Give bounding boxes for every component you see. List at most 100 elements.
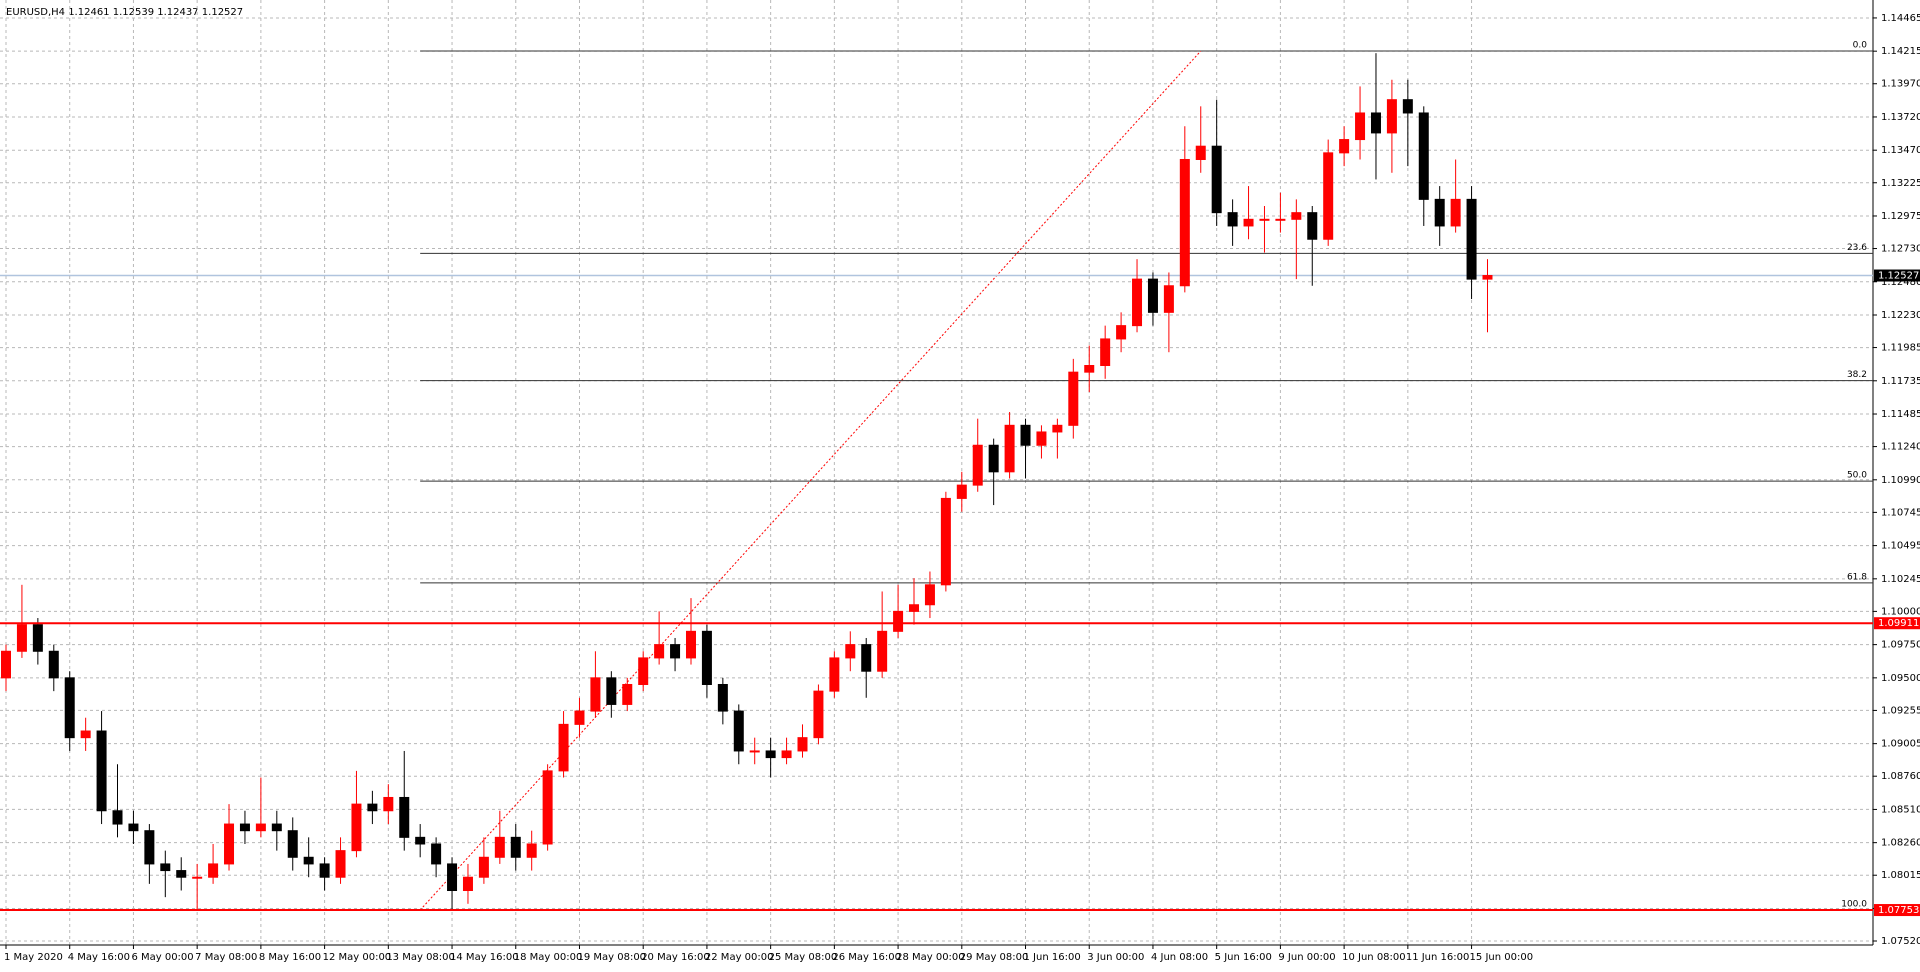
candle-body [1227,212,1238,227]
y-tick-label: 1.10495 [1881,541,1920,552]
candle-body [542,770,553,845]
fib-label: 23.6 [1847,243,1867,253]
candle-body [909,604,920,612]
candle-body [1482,275,1493,280]
candle-body [924,584,935,606]
candle-body [351,803,362,852]
candle-body [447,863,458,892]
candle-body [431,843,442,865]
candle-body [940,497,951,586]
candle-body [1466,198,1477,280]
x-tick-label: 15 Jun 00:00 [1470,952,1534,963]
candle-body [208,863,219,878]
y-tick-label: 1.14215 [1881,46,1920,57]
x-tick-label: 14 May 16:00 [450,952,519,963]
candle-body [972,444,983,486]
candle-body [271,823,282,832]
candle-body [893,610,904,632]
candle-body [510,836,521,858]
fib-label: 50.0 [1847,471,1867,481]
candle-body [829,657,840,692]
candle-body [1402,99,1413,114]
candle-body [701,630,712,685]
candle-body [1020,424,1031,446]
chart-title: EURUSD,H4 1.12461 1.12539 1.12437 1.1252… [6,7,243,18]
candle-body [1418,112,1429,200]
x-tick-label: 28 May 00:00 [896,952,965,963]
candle-body [16,624,27,652]
candle-body [160,863,171,872]
x-tick-label: 1 Jun 16:00 [1024,952,1081,963]
y-tick-label: 1.12730 [1881,244,1920,255]
candle-body [1163,285,1174,313]
candle-body [797,737,808,752]
x-tick-label: 22 May 00:00 [705,952,774,963]
candle-body [367,803,378,812]
x-tick-label: 26 May 16:00 [832,952,901,963]
candle-body [96,730,107,812]
candle-body [224,823,235,865]
candle-body [861,644,872,672]
candle-body [749,750,760,753]
price-tag [1874,617,1920,630]
candle-body [765,750,776,759]
candle-body [606,677,617,705]
y-tick-label: 1.08260 [1881,838,1920,849]
y-tick-label: 1.11735 [1881,376,1920,387]
candle-body [1291,212,1302,220]
x-tick-label: 10 Jun 08:00 [1342,952,1406,963]
candle-body [1036,431,1047,446]
candle-body [1211,145,1222,214]
x-tick-label: 20 May 16:00 [641,952,710,963]
candle-body [128,823,139,832]
candle-body [526,843,537,858]
y-tick-label: 1.14465 [1881,13,1920,24]
candle-body [494,836,505,858]
candle-body [399,796,410,838]
y-tick-label: 1.10000 [1881,606,1920,617]
candle-body [1100,338,1111,367]
candle-body [144,830,155,865]
candle-body [1068,371,1079,426]
candle-body [48,650,59,679]
candle-body [1434,198,1445,227]
y-tick-label: 1.10245 [1881,574,1920,585]
candle-body [813,690,824,739]
price-tag [1874,904,1920,917]
candle-body [1259,218,1270,221]
fib-label: 0.0 [1853,41,1868,51]
candle-body [1339,139,1350,154]
y-tick-label: 1.13720 [1881,112,1920,123]
candle-body [1084,365,1095,373]
candle-body [415,836,426,845]
fib-label: 61.8 [1847,572,1867,582]
candle-body [478,856,489,878]
x-tick-label: 29 May 08:00 [960,952,1029,963]
candle-body [319,863,330,878]
candle-body [781,750,792,759]
x-tick-label: 4 Jun 08:00 [1151,952,1208,963]
candle-body [1,650,11,679]
price-tag [1874,269,1920,282]
y-tick-label: 1.08015 [1881,870,1920,881]
y-tick-label: 1.09500 [1881,673,1920,684]
x-tick-label: 13 May 08:00 [386,952,455,963]
candle-body [988,444,999,473]
y-tick-label: 1.08760 [1881,771,1920,782]
candle-body [239,823,250,832]
candle-body [622,683,633,705]
candle-body [335,850,346,878]
candle-body [877,630,888,672]
candle-body [558,723,569,772]
x-tick-label: 18 May 00:00 [514,952,583,963]
candle-body [638,657,649,685]
x-tick-label: 11 Jun 16:00 [1406,952,1470,963]
candle-body [1052,424,1063,433]
x-tick-label: 3 Jun 00:00 [1087,952,1144,963]
candle-body [574,710,585,725]
y-tick-label: 1.09255 [1881,705,1920,716]
candle-body [32,624,43,652]
x-tick-label: 12 May 00:00 [323,952,392,963]
y-tick-label: 1.09005 [1881,739,1920,750]
